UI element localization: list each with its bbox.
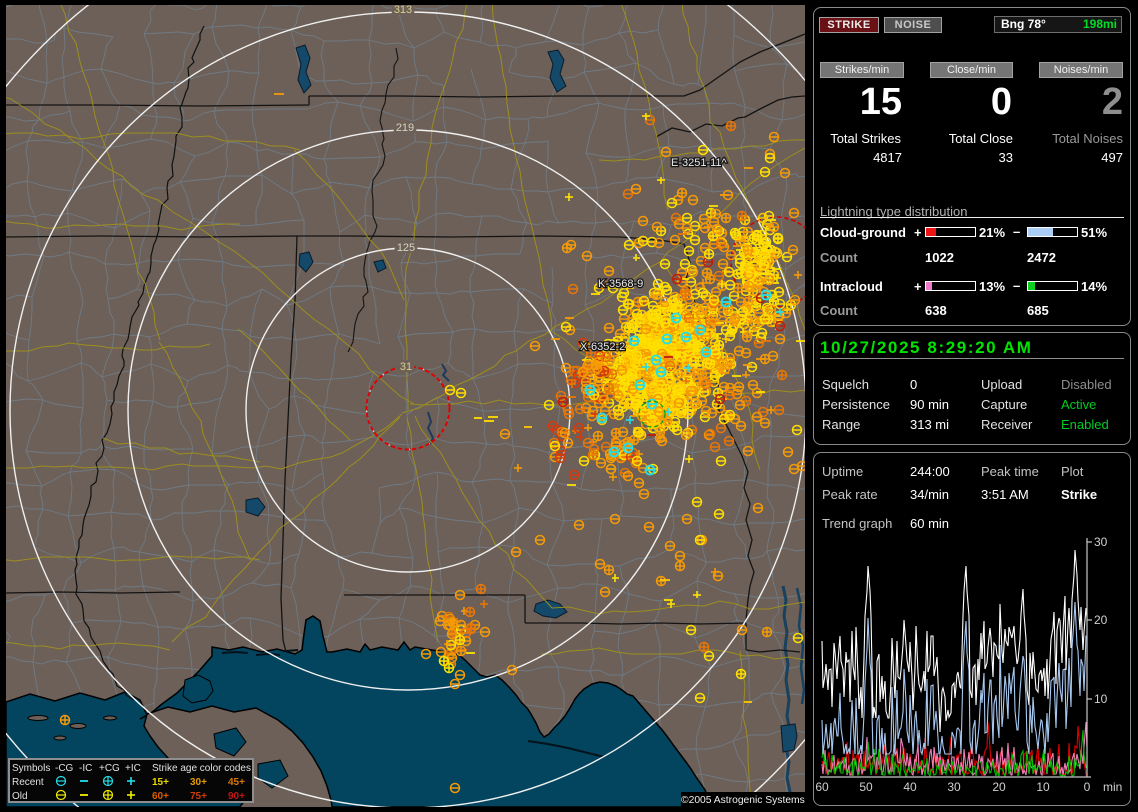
- svg-text:125: 125: [397, 242, 415, 254]
- svg-text:15+: 15+: [152, 777, 169, 788]
- svg-text:45+: 45+: [228, 777, 245, 788]
- svg-text:+IC: +IC: [125, 763, 141, 774]
- svg-text:50: 50: [859, 780, 873, 794]
- svg-text:-IC: -IC: [79, 763, 92, 774]
- svg-text:+CG: +CG: [99, 763, 120, 774]
- svg-text:0: 0: [1084, 780, 1091, 794]
- svg-text:Strike age color codes: Strike age color codes: [152, 763, 251, 774]
- svg-text:10: 10: [1036, 780, 1050, 794]
- svg-text:30: 30: [1094, 535, 1108, 549]
- svg-text:60+: 60+: [152, 791, 169, 802]
- svg-text:E-3251-11^: E-3251-11^: [671, 157, 728, 169]
- svg-text:X-6352-2: X-6352-2: [580, 341, 625, 353]
- svg-text:10: 10: [1094, 692, 1108, 706]
- svg-text:min: min: [1103, 780, 1122, 794]
- svg-text:219: 219: [396, 122, 414, 134]
- svg-text:Symbols: Symbols: [12, 763, 50, 774]
- svg-text:-CG: -CG: [55, 763, 74, 774]
- svg-text:Recent: Recent: [12, 777, 44, 788]
- svg-text:K-3568-9: K-3568-9: [598, 278, 643, 290]
- svg-text:75+: 75+: [190, 791, 207, 802]
- svg-text:©2005 Astrogenic Systems: ©2005 Astrogenic Systems: [681, 795, 805, 806]
- svg-text:90+: 90+: [228, 791, 245, 802]
- svg-text:20: 20: [992, 780, 1006, 794]
- svg-text:30: 30: [947, 780, 961, 794]
- svg-text:30+: 30+: [190, 777, 207, 788]
- svg-text:20: 20: [1094, 613, 1108, 627]
- svg-text:40: 40: [903, 780, 917, 794]
- svg-text:Old: Old: [12, 791, 28, 802]
- svg-text:60: 60: [815, 780, 829, 794]
- svg-text:31: 31: [400, 361, 412, 373]
- svg-text:313: 313: [394, 5, 412, 16]
